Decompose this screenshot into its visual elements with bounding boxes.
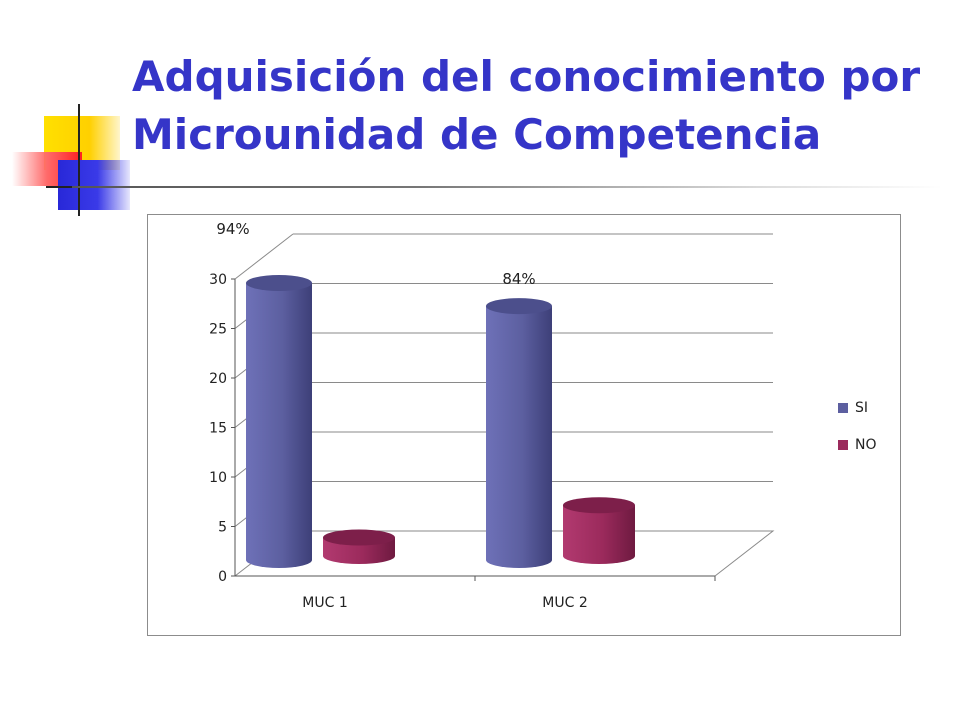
bar-cap	[246, 275, 312, 291]
gridline-side	[234, 233, 294, 280]
bar-body	[246, 283, 312, 568]
chart-area: 0 5 10 15 20 25 30 MUC 1 MUC 2 94% 84% SI NO	[147, 214, 901, 636]
slide-title: Adquisición del conocimiento por Microun…	[132, 48, 932, 164]
bar-body	[563, 505, 635, 564]
x-tick-label: MUC 1	[302, 595, 347, 611]
y-tick-label: 5	[218, 520, 227, 536]
bar-no-muc-2	[563, 497, 635, 564]
y-tick-label: 0	[218, 569, 227, 585]
decor-blue-square	[58, 160, 130, 210]
bar-chart: 0 5 10 15 20 25 30 MUC 1 MUC 2 94% 84%	[209, 220, 775, 611]
bar-cap	[563, 497, 635, 514]
legend-label-no: NO	[855, 437, 877, 453]
slide-title-line-1: Adquisición del conocimiento por	[132, 52, 921, 101]
slide-title-line-2: Microunidad de Competencia	[132, 110, 822, 159]
bar-si-muc-1	[246, 275, 312, 568]
chart-legend: SI NO	[838, 398, 877, 472]
bar-si-muc-2	[486, 298, 552, 568]
bar-body	[486, 306, 552, 568]
data-label: 84%	[502, 270, 535, 288]
y-tick-label: 15	[209, 421, 227, 437]
legend-swatch-no	[838, 440, 848, 450]
bar-cap	[323, 529, 395, 546]
y-tick-label: 10	[209, 470, 227, 486]
decor-vertical-line	[78, 104, 80, 216]
y-tick-label: 30	[209, 272, 227, 288]
bar-cap	[486, 298, 552, 315]
y-tick-label: 25	[209, 322, 227, 338]
legend-item-si: SI	[838, 398, 877, 418]
bar-no-muc-1	[323, 529, 395, 564]
title-underline	[72, 186, 942, 188]
legend-label-si: SI	[855, 400, 869, 416]
legend-swatch-si	[838, 403, 848, 413]
decor-horizontal-line	[46, 186, 82, 188]
x-tick-label: MUC 2	[542, 595, 587, 611]
y-tick-label: 20	[209, 371, 227, 387]
legend-item-no: NO	[838, 435, 877, 455]
data-label: 94%	[216, 220, 249, 238]
